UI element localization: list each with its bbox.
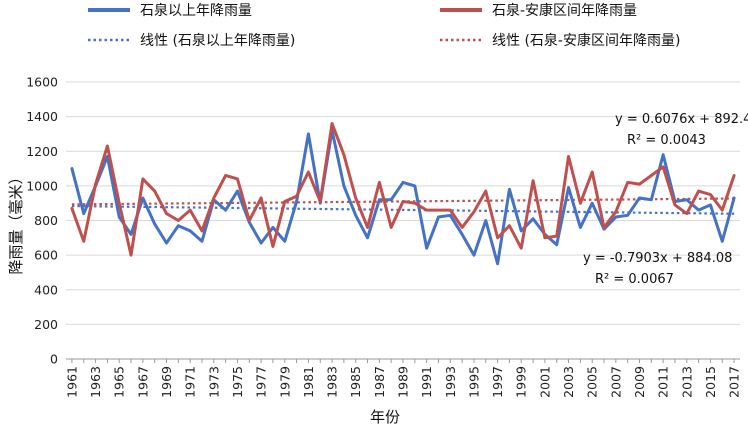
x-tick-label: 1991 [419, 366, 434, 398]
x-tick-label: 1975 [230, 366, 245, 398]
x-tick-label: 1967 [135, 366, 150, 398]
x-tick-label: 1985 [348, 366, 363, 398]
x-tick-label: 2003 [561, 366, 576, 398]
y-axis-ticks: 0 200 400 600 800 1000 1200 1400 1600 [26, 75, 58, 367]
x-tick-label: 1965 [112, 366, 127, 398]
x-tick-label: 1993 [443, 366, 458, 398]
series-line-2 [70, 122, 736, 257]
legend-label-trend-1: 线性 (石泉以上年降雨量) [140, 32, 295, 49]
legend-label-trend-2: 线性 (石泉-安康区间年降雨量) [492, 32, 680, 49]
x-tick-label: 1989 [396, 366, 411, 398]
x-tick-label: 2013 [679, 366, 694, 398]
series-line-1 [70, 128, 736, 266]
y-axis-title: 降雨量（毫米） [7, 169, 25, 274]
trend-equation-series-2: y = 0.6076x + 892.48 [615, 112, 748, 127]
data-series [70, 122, 736, 266]
y-tick-label: 1600 [26, 75, 58, 90]
x-axis-ticks: 1961 1963 1965 1967 1969 1971 1973 1975 1977 1979… [64, 359, 742, 398]
x-tick-label: 2011 [656, 366, 671, 398]
y-tick-label: 600 [34, 248, 58, 263]
x-tick-label: 1971 [183, 366, 198, 398]
y-tick-label: 1000 [26, 178, 58, 193]
y-tick-label: 0 [50, 352, 58, 367]
x-tick-label: 1961 [64, 366, 79, 398]
x-tick-label: 1997 [490, 366, 505, 398]
legend: 石泉以上年降雨量 石泉-安康区间年降雨量 线性 (石泉以上年降雨量) 线性 (石… [88, 2, 680, 49]
trend-r2-series-1: R² = 0.0067 [595, 272, 674, 287]
x-tick-label: 1987 [372, 366, 387, 398]
y-tick-label: 200 [34, 317, 58, 332]
x-tick-label: 2017 [727, 366, 742, 398]
x-tick-label: 1973 [206, 366, 221, 398]
x-tick-label: 2001 [537, 366, 552, 398]
legend-label-series-2: 石泉-安康区间年降雨量 [492, 2, 637, 19]
trend-equation-series-1: y = -0.7903x + 884.08 [583, 251, 732, 266]
trendline-1 [71, 204, 735, 215]
x-tick-label: 2015 [703, 366, 718, 398]
trend-r2-series-2: R² = 0.0043 [627, 133, 706, 148]
x-tick-label: 1981 [301, 366, 316, 398]
x-tick-label: 1963 [88, 366, 103, 398]
x-tick-label: 1969 [159, 366, 174, 398]
x-tick-label: 1979 [277, 366, 292, 398]
x-axis-title: 年份 [370, 408, 400, 426]
x-tick-label: 1995 [466, 366, 481, 398]
y-tick-label: 400 [34, 282, 58, 297]
x-tick-label: 2009 [632, 366, 647, 398]
y-tick-label: 800 [34, 213, 58, 228]
x-tick-label: 2005 [585, 366, 600, 398]
y-tick-label: 1200 [26, 144, 58, 159]
x-tick-label: 1983 [325, 366, 340, 398]
x-tick-label: 1977 [254, 366, 269, 398]
legend-label-series-1: 石泉以上年降雨量 [140, 2, 252, 19]
y-tick-label: 1400 [26, 109, 58, 124]
x-tick-label: 1999 [514, 366, 529, 398]
x-tick-label: 2007 [608, 366, 623, 398]
